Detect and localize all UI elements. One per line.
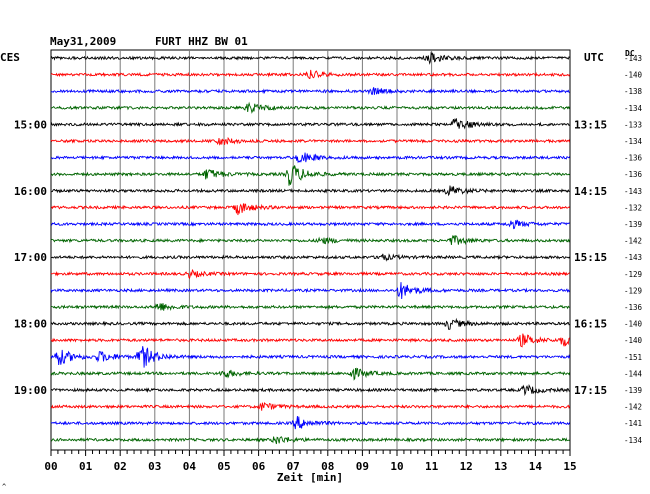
- x-tick-label-0: 00: [44, 460, 57, 473]
- x-tick-label-1: 01: [79, 460, 93, 473]
- trace-17: [50, 333, 570, 348]
- dc-offset-19: -144: [624, 369, 643, 378]
- right-time-label-4: 17:15: [574, 384, 607, 397]
- x-tick-label-15: 15: [563, 460, 576, 473]
- dc-offset-4: -133: [624, 120, 642, 129]
- right-time-label-0: 13:15: [574, 118, 607, 131]
- x-tick-label-7: 07: [287, 460, 300, 473]
- trace-14: [50, 282, 571, 300]
- corner-mark: ^: [2, 483, 6, 491]
- right-time-label-2: 15:15: [574, 251, 607, 264]
- trace-15: [50, 303, 570, 311]
- trace-16: [50, 317, 570, 330]
- trace-1: [50, 69, 571, 79]
- dc-offset-10: -139: [624, 220, 642, 229]
- x-axis-label: Zeit [min]: [277, 471, 343, 484]
- left-time-label-0: 15:00: [14, 118, 47, 131]
- trace-8: [50, 185, 570, 197]
- left-zone-label: CES: [0, 51, 20, 64]
- trace-21: [50, 401, 571, 411]
- trace-12: [51, 253, 571, 262]
- dc-offset-1: -140: [624, 71, 643, 80]
- trace-18: [50, 346, 571, 368]
- chart-date: May31,2009: [50, 35, 116, 48]
- x-tick-label-14: 14: [529, 460, 543, 473]
- trace-0: [50, 51, 570, 65]
- trace-5: [50, 136, 571, 146]
- x-tick-label-12: 12: [460, 460, 473, 473]
- dc-offset-14: -129: [624, 286, 642, 295]
- left-time-label-4: 19:00: [14, 384, 47, 397]
- x-tick-label-5: 05: [217, 460, 230, 473]
- dc-offset-21: -142: [624, 403, 642, 412]
- trace-4: [50, 118, 570, 130]
- dc-offset-5: -134: [624, 137, 643, 146]
- x-axis: 00 01 02 03 04 05 06 07 08 09 10 11 12 13 14 15: [44, 450, 577, 473]
- left-time-labels: 15:00 16:00 17:00 18:00 19:00: [14, 118, 47, 397]
- dc-offset-7: -136: [624, 170, 643, 179]
- dc-header: DC: [625, 49, 635, 58]
- trace-3: [50, 101, 571, 114]
- x-tick-label-3: 03: [148, 460, 161, 473]
- trace-7: [50, 165, 571, 186]
- dc-offset-17: -140: [624, 336, 643, 345]
- plot-frame: [50, 49, 571, 451]
- x-tick-label-11: 11: [425, 460, 439, 473]
- x-tick-label-8: 08: [321, 460, 334, 473]
- trace-20: [50, 384, 570, 397]
- left-time-label-1: 16:00: [14, 185, 47, 198]
- dc-offset-9: -132: [624, 203, 642, 212]
- right-time-label-1: 14:15: [574, 185, 607, 198]
- trace-9: [50, 203, 571, 216]
- dc-offset-15: -136: [624, 303, 643, 312]
- trace-11: [50, 234, 571, 246]
- x-tick-label-4: 04: [183, 460, 197, 473]
- dc-offset-13: -129: [624, 270, 642, 279]
- trace-13: [50, 268, 570, 280]
- dc-offset-20: -139: [624, 386, 642, 395]
- trace-10: [50, 219, 570, 230]
- left-time-label-3: 18:00: [14, 318, 47, 331]
- right-time-label-3: 16:15: [574, 318, 607, 331]
- x-tick-label-13: 13: [494, 460, 507, 473]
- chart-station: FURT HHZ BW 01: [155, 35, 248, 48]
- dc-offset-0: -143: [624, 54, 642, 63]
- x-tick-label-2: 02: [114, 460, 127, 473]
- x-tick-label-9: 09: [356, 460, 369, 473]
- dc-offset-6: -136: [624, 154, 643, 163]
- trace-22: [50, 415, 571, 430]
- left-time-label-2: 17:00: [14, 251, 47, 264]
- dc-offset-2: -138: [624, 87, 643, 96]
- dc-offset-18: -151: [624, 353, 642, 362]
- x-tick-label-6: 06: [252, 460, 266, 473]
- dc-offset-23: -134: [624, 436, 643, 445]
- trace-6: [50, 152, 571, 164]
- dc-offset-16: -140: [624, 320, 643, 329]
- dc-offset-12: -143: [624, 253, 642, 262]
- plot-grid: [50, 49, 571, 451]
- dc-offset-22: -141: [624, 419, 642, 428]
- trace-19: [50, 367, 571, 381]
- dc-offset-labels: -143 -140 -138 -134 -133 -134 -136 -136 -143 -132…: [624, 54, 643, 445]
- dc-offset-8: -143: [624, 187, 642, 196]
- dc-offset-3: -134: [624, 104, 643, 113]
- dc-offset-11: -142: [624, 237, 642, 246]
- right-zone-label: UTC: [584, 51, 604, 64]
- trace-23: [51, 436, 570, 445]
- trace-group: [50, 51, 571, 445]
- x-tick-label-10: 10: [390, 460, 403, 473]
- trace-2: [50, 87, 570, 95]
- right-time-labels: 13:15 14:15 15:15 16:15 17:15: [574, 118, 607, 397]
